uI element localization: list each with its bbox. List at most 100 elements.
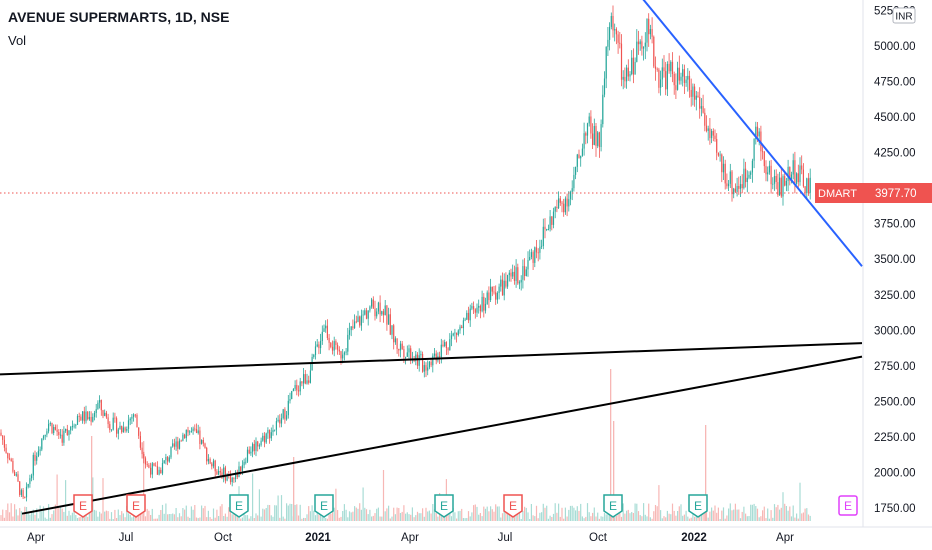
- candle: [49, 421, 51, 427]
- candle: [27, 483, 29, 489]
- volume-bar: [413, 517, 415, 521]
- earnings-badge[interactable]: E: [73, 494, 93, 518]
- volume-bar: [755, 506, 757, 521]
- volume-bar: [97, 516, 99, 521]
- volume-bar: [556, 512, 558, 521]
- candle: [627, 59, 629, 81]
- earnings-badge[interactable]: E: [314, 494, 334, 518]
- volume-bar: [246, 515, 249, 521]
- candle: [512, 264, 514, 279]
- volume-bar: [525, 507, 527, 521]
- volume-bar: [364, 507, 366, 521]
- volume-bar: [476, 506, 478, 521]
- candle: [668, 53, 670, 74]
- volume-indicator-label[interactable]: Vol: [8, 33, 27, 48]
- candle: [620, 34, 623, 87]
- volume-bar: [558, 503, 560, 521]
- candle: [100, 399, 102, 416]
- candle: [707, 125, 709, 141]
- volume-bar: [639, 515, 641, 521]
- candle: [262, 432, 264, 442]
- candle: [683, 64, 685, 94]
- volume-bar: [675, 515, 677, 521]
- volume-bar: [299, 504, 301, 521]
- candle: [381, 310, 383, 316]
- candle: [379, 295, 381, 323]
- candle: [345, 348, 347, 356]
- candle: [184, 433, 186, 439]
- volume-bar: [22, 514, 24, 521]
- volume-bar: [144, 516, 147, 521]
- volume-bar: [806, 508, 808, 521]
- earnings-badge[interactable]: E: [126, 494, 146, 518]
- trend-line[interactable]: [642, 0, 863, 267]
- candle: [712, 128, 714, 142]
- volume-bar: [389, 518, 391, 521]
- candle: [680, 72, 682, 85]
- candle: [639, 39, 641, 51]
- volume-bar: [48, 504, 50, 521]
- candle: [694, 83, 696, 107]
- candle: [325, 320, 327, 333]
- volume-bar: [42, 506, 45, 521]
- candle: [563, 198, 565, 217]
- candle: [199, 426, 201, 450]
- candle: [796, 172, 798, 185]
- volume-bar: [5, 510, 7, 521]
- volume-bar: [367, 514, 369, 521]
- volume-bar: [260, 516, 262, 521]
- candle: [97, 400, 99, 410]
- volume-bar: [34, 514, 36, 521]
- earnings-badge[interactable]: E: [503, 494, 523, 518]
- volume-bar: [512, 517, 514, 521]
- candle: [161, 458, 164, 476]
- volume-bar: [8, 512, 11, 521]
- candle: [267, 427, 269, 439]
- y-tick-label: 2250.00: [874, 432, 916, 444]
- volume-bar: [474, 504, 476, 521]
- volume-bar: [520, 519, 522, 521]
- volume-bar: [32, 509, 34, 521]
- volume-bar: [391, 516, 393, 521]
- candle: [739, 175, 742, 197]
- trend-lines[interactable]: [0, 0, 863, 515]
- candle: [279, 414, 281, 428]
- candle: [78, 412, 80, 423]
- volume-bar: [661, 518, 663, 521]
- volume-bar: [167, 514, 169, 521]
- volume-bar: [12, 516, 14, 521]
- candle: [7, 452, 9, 464]
- volume-bar: [241, 517, 243, 521]
- earnings-badge[interactable]: E: [688, 494, 708, 518]
- volume-bar: [277, 495, 279, 521]
- earnings-badge[interactable]: E: [434, 494, 454, 518]
- candle: [539, 239, 541, 260]
- candle: [483, 293, 485, 318]
- volume-bar: [195, 517, 198, 521]
- volume-spike: [705, 425, 707, 521]
- candle: [501, 272, 504, 296]
- price-axis[interactable]: 5250.005000.004750.004500.004250.003750.…: [874, 5, 916, 515]
- candle: [321, 325, 323, 345]
- volume-bar: [386, 508, 388, 521]
- currency-badge[interactable]: INR: [892, 7, 916, 24]
- earnings-badge[interactable]: E: [603, 494, 623, 518]
- candle: [372, 296, 374, 309]
- candle: [212, 458, 215, 469]
- time-axis[interactable]: Apr Jul Oct 2021 Apr Jul Oct 2022 Apr: [27, 532, 794, 544]
- earnings-badge[interactable]: E: [838, 495, 858, 516]
- volume-bar: [420, 513, 422, 521]
- candle: [773, 169, 776, 191]
- earnings-badge[interactable]: E: [229, 494, 249, 518]
- volume-bar: [330, 514, 332, 521]
- candle: [546, 228, 548, 232]
- volume-bar: [243, 511, 245, 521]
- candle: [48, 419, 50, 434]
- x-tick-label: 2021: [305, 532, 331, 544]
- candle: [801, 155, 803, 175]
- trend-line[interactable]: [21, 355, 863, 515]
- trend-line[interactable]: [0, 342, 863, 376]
- candle: [415, 351, 417, 366]
